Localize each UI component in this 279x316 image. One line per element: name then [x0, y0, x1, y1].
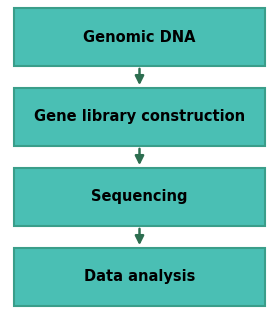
Text: Data analysis: Data analysis: [84, 270, 195, 284]
FancyBboxPatch shape: [14, 8, 265, 66]
Text: Gene library construction: Gene library construction: [34, 110, 245, 125]
FancyBboxPatch shape: [14, 88, 265, 146]
Text: Sequencing: Sequencing: [91, 190, 188, 204]
FancyBboxPatch shape: [14, 168, 265, 226]
FancyBboxPatch shape: [14, 248, 265, 306]
Text: Genomic DNA: Genomic DNA: [83, 29, 196, 45]
